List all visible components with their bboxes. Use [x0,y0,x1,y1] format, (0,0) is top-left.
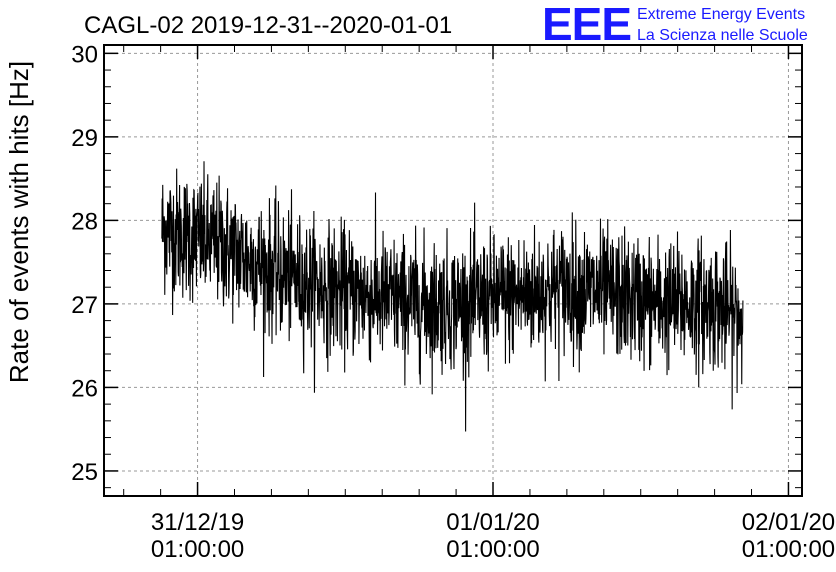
logo-mark: EEE [542,0,631,50]
y-tick-label: 27 [71,292,98,319]
x-tick-time: 01:00:00 [151,536,244,563]
logo-line-1: Extreme Energy Events [637,6,805,23]
x-tick-time: 01:00:00 [742,536,835,563]
eee-logo: EEE Extreme Energy Events La Scienza nel… [542,0,808,50]
series-line [161,161,744,432]
y-axis-label: Rate of events with hits [Hz] [4,61,34,383]
y-tick-label: 28 [71,208,98,235]
y-tick-label: 30 [71,41,98,68]
x-tick-date: 31/12/19 [151,509,244,536]
x-axis: 31/12/1901:00:0001/01/2001:00:0002/01/20… [123,45,835,563]
y-tick-label: 29 [71,125,98,152]
x-tick-date: 02/01/20 [742,509,835,536]
logo-line-2: La Scienza nelle Scuole [637,27,808,44]
rate-line [161,161,744,432]
y-tick-label: 25 [71,459,98,486]
x-tick-date: 01/01/20 [446,509,539,536]
y-axis: 25 26 27 28 29 30 [71,41,802,489]
chart-title: CAGL-02 2019-12-31--2020-01-01 [84,12,452,39]
x-tick-time: 01:00:00 [446,536,539,563]
y-tick-label: 26 [71,375,98,402]
